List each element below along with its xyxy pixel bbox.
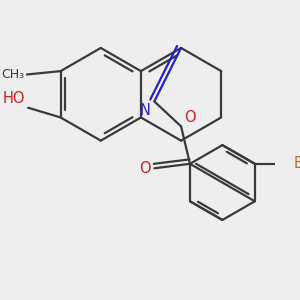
Text: Br: Br: [294, 156, 300, 171]
Text: O: O: [139, 161, 151, 176]
Text: HO: HO: [2, 91, 25, 106]
Text: N: N: [140, 103, 151, 118]
Text: O: O: [184, 110, 196, 124]
Text: CH₃: CH₃: [1, 68, 24, 81]
